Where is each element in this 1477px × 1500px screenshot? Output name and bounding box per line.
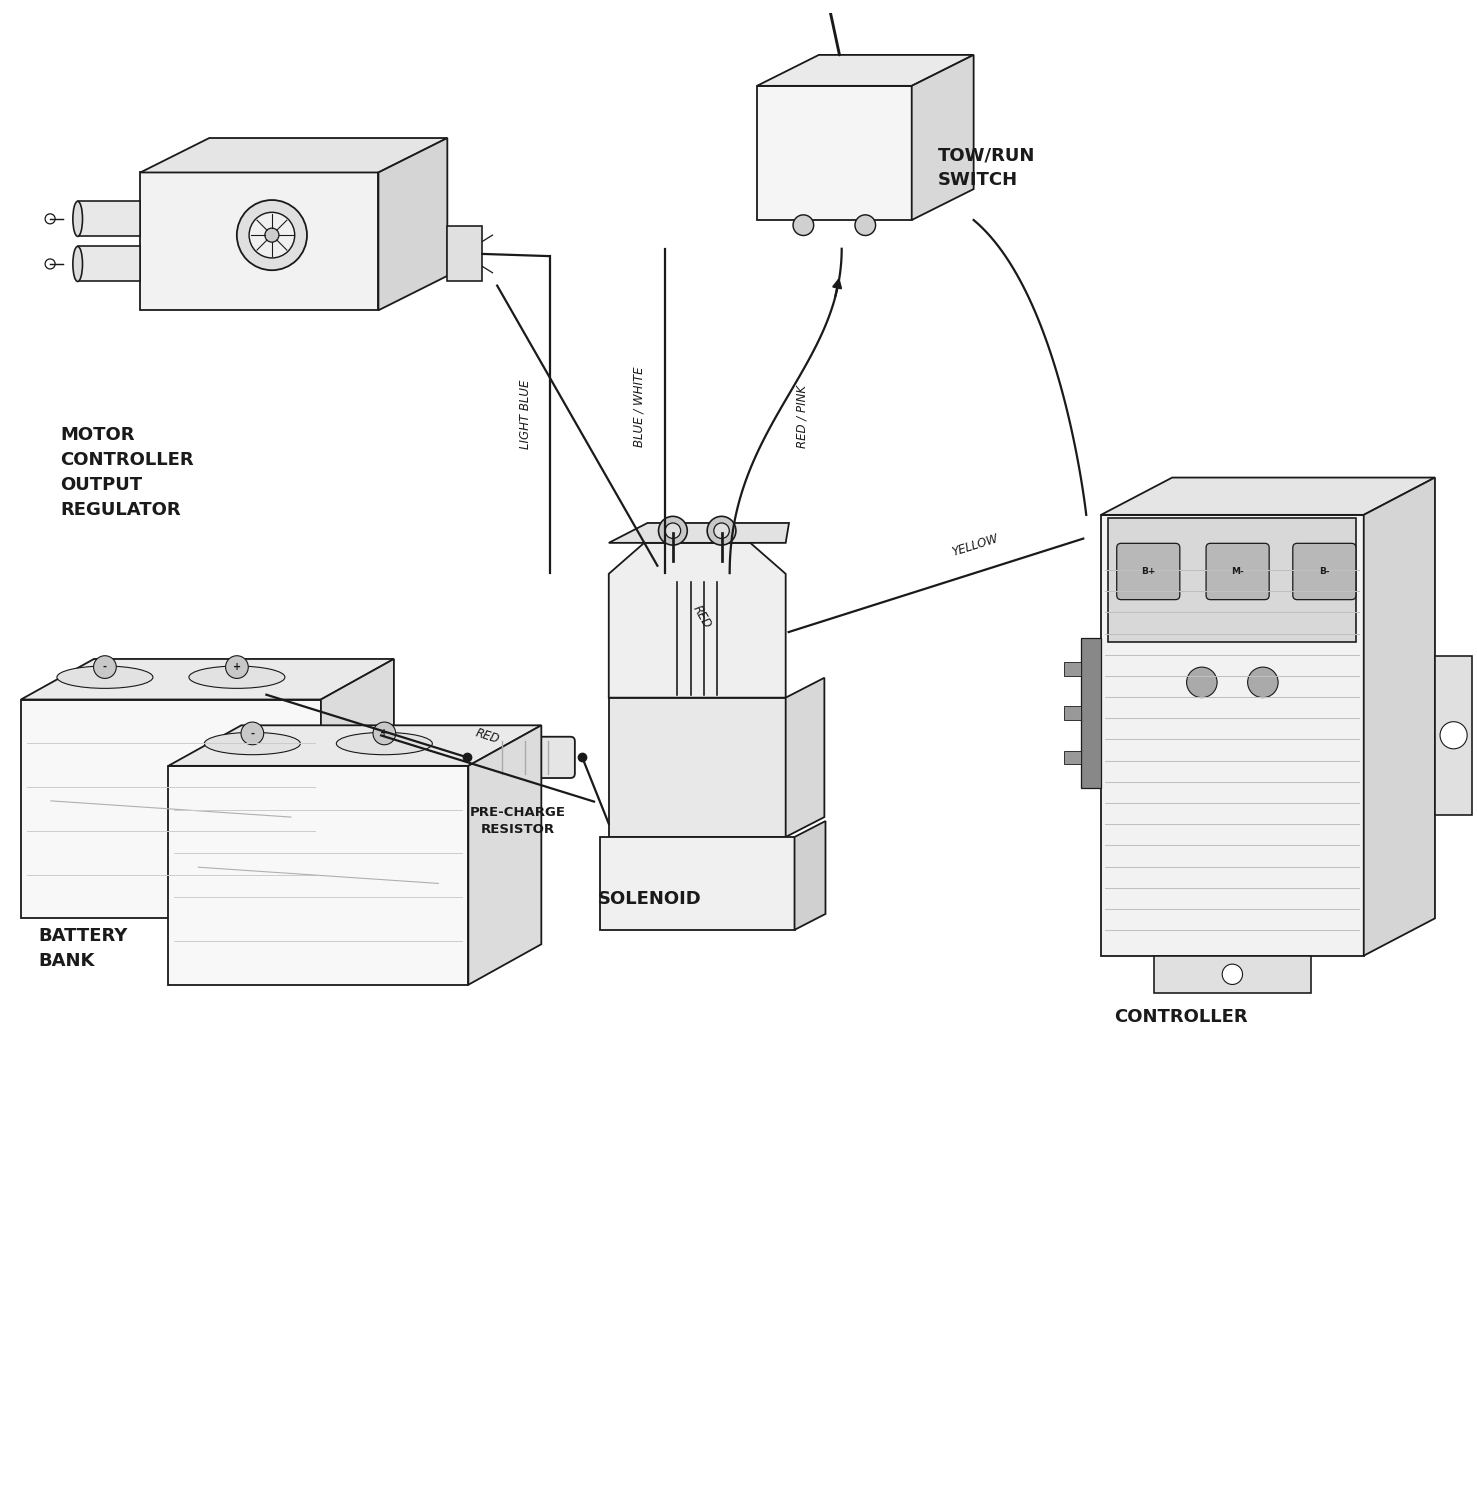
Ellipse shape (72, 201, 83, 237)
Text: +: + (380, 729, 388, 738)
Polygon shape (168, 766, 468, 986)
Text: RED: RED (690, 603, 713, 632)
Polygon shape (609, 698, 786, 837)
Ellipse shape (72, 246, 83, 282)
Polygon shape (140, 138, 448, 172)
Polygon shape (795, 821, 826, 930)
Circle shape (1440, 722, 1467, 748)
Text: YELLOW: YELLOW (951, 532, 1000, 560)
Circle shape (855, 214, 876, 236)
Polygon shape (600, 837, 795, 930)
Circle shape (93, 656, 117, 678)
Polygon shape (1363, 477, 1436, 956)
Bar (1063, 663, 1081, 676)
Ellipse shape (204, 732, 300, 754)
FancyBboxPatch shape (1207, 543, 1269, 600)
Text: CONTROLLER: CONTROLLER (1114, 1008, 1248, 1026)
Ellipse shape (337, 732, 433, 754)
Polygon shape (756, 86, 911, 220)
Text: PRE-CHARGE
RESISTOR: PRE-CHARGE RESISTOR (470, 806, 566, 836)
Circle shape (1186, 668, 1217, 698)
Text: BLUE / WHITE: BLUE / WHITE (632, 366, 645, 447)
Polygon shape (1154, 956, 1312, 993)
Ellipse shape (189, 666, 285, 688)
Text: BATTERY
BANK: BATTERY BANK (38, 927, 127, 970)
Ellipse shape (58, 666, 154, 688)
Polygon shape (468, 726, 542, 986)
Circle shape (236, 200, 307, 270)
Circle shape (46, 214, 55, 223)
Polygon shape (78, 201, 140, 237)
Polygon shape (786, 678, 824, 837)
Circle shape (241, 722, 264, 746)
Polygon shape (1100, 477, 1436, 514)
Text: B-: B- (1319, 567, 1329, 576)
Polygon shape (756, 56, 973, 86)
Text: +: + (233, 662, 241, 672)
Text: SOLENOID: SOLENOID (598, 890, 702, 908)
Polygon shape (448, 226, 483, 282)
Circle shape (264, 228, 279, 242)
Text: TOW/RUN
SWITCH: TOW/RUN SWITCH (938, 146, 1035, 189)
Polygon shape (378, 138, 448, 310)
Circle shape (707, 516, 736, 544)
Bar (1063, 750, 1081, 764)
Polygon shape (911, 56, 973, 220)
Polygon shape (168, 726, 542, 766)
Polygon shape (78, 246, 140, 282)
Polygon shape (1100, 514, 1363, 956)
Text: RED / PINK: RED / PINK (795, 386, 808, 448)
Text: -: - (250, 729, 254, 738)
Bar (1063, 706, 1081, 720)
Circle shape (793, 214, 814, 236)
Circle shape (665, 524, 681, 538)
FancyBboxPatch shape (1292, 543, 1356, 600)
Polygon shape (609, 543, 786, 698)
Circle shape (374, 722, 396, 746)
Text: B+: B+ (1142, 567, 1155, 576)
Polygon shape (21, 658, 394, 699)
Text: LIGHT BLUE: LIGHT BLUE (518, 380, 532, 450)
FancyBboxPatch shape (1117, 543, 1180, 600)
Polygon shape (321, 658, 394, 918)
Circle shape (1221, 964, 1242, 984)
Circle shape (226, 656, 248, 678)
Circle shape (1248, 668, 1278, 698)
FancyBboxPatch shape (474, 736, 575, 778)
Text: MOTOR
CONTROLLER
OUTPUT
REGULATOR: MOTOR CONTROLLER OUTPUT REGULATOR (61, 426, 193, 519)
Circle shape (250, 213, 295, 258)
Polygon shape (21, 699, 321, 918)
Polygon shape (1081, 639, 1100, 788)
Polygon shape (1108, 519, 1356, 642)
Circle shape (659, 516, 687, 544)
Circle shape (46, 260, 55, 268)
Text: -: - (103, 662, 106, 672)
Polygon shape (140, 172, 378, 310)
Polygon shape (609, 524, 789, 543)
Text: RED: RED (474, 726, 501, 747)
Text: M-: M- (1232, 567, 1244, 576)
Circle shape (713, 524, 730, 538)
Polygon shape (1436, 656, 1473, 814)
